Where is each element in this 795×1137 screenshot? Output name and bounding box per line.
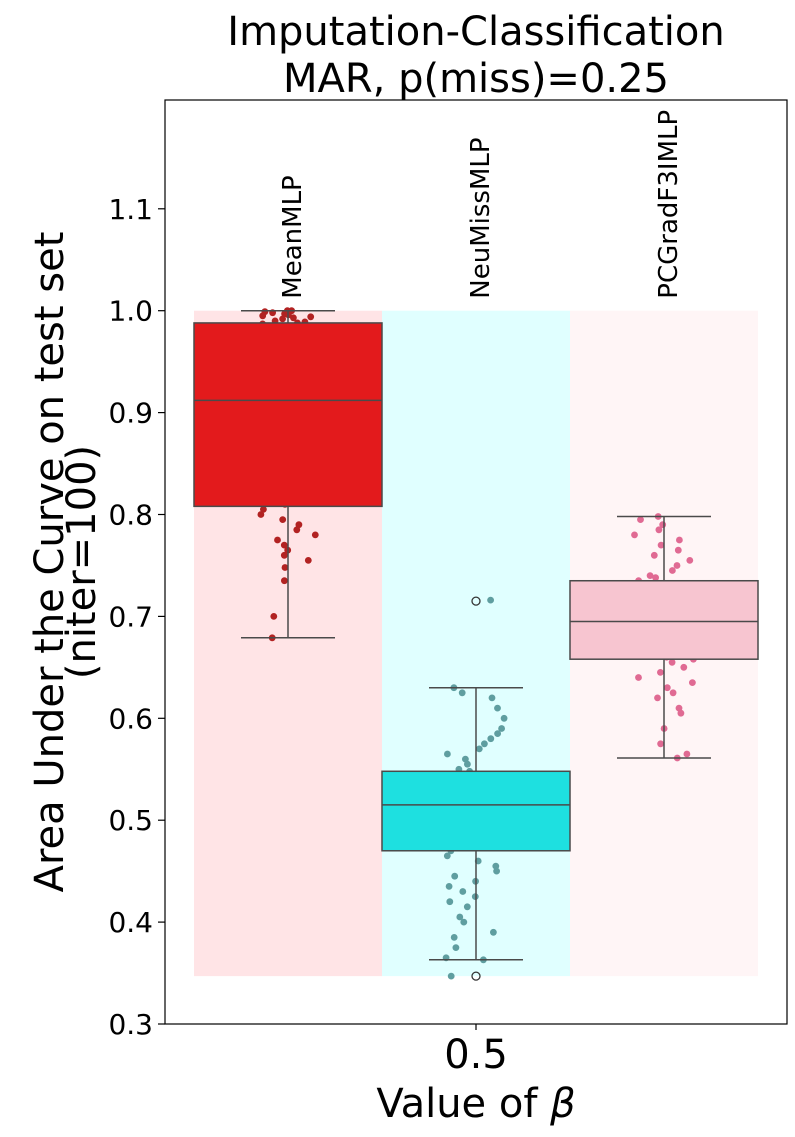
- data-point-pcgradf3imlp: [673, 562, 681, 569]
- data-point-meanmlp: [257, 511, 265, 518]
- boxes: [193, 309, 759, 981]
- data-point-meanmlp: [304, 557, 312, 564]
- data-point-meanmlp: [280, 551, 288, 559]
- series-labels: MeanMLP NeuMissMLP PCGradF3IMLP: [278, 110, 684, 299]
- data-point-meanmlp: [279, 516, 287, 523]
- data-point-meanmlp: [295, 521, 303, 529]
- y-axis: 0.3 0.4 0.5 0.6 0.7 0.8 0.9 1.0 1.1: [108, 193, 165, 1041]
- data-point-neumissmlp: [492, 862, 500, 870]
- data-point-pcgradf3imlp: [686, 557, 694, 564]
- data-point-pcgradf3imlp: [663, 684, 671, 692]
- data-point-neumissmlp: [481, 740, 488, 748]
- x-axis-label-symbol: β: [549, 1081, 576, 1127]
- data-point-pcgradf3imlp: [683, 750, 691, 758]
- data-point-neumissmlp: [444, 750, 451, 758]
- data-point-pcgradf3imlp: [646, 572, 654, 579]
- data-point-meanmlp: [274, 536, 281, 544]
- x-axis-label-prefix: Value of: [376, 1081, 550, 1127]
- data-point-pcgradf3imlp: [657, 541, 665, 549]
- data-point-neumissmlp: [463, 903, 471, 911]
- series-label-neumissmlp: NeuMissMLP: [466, 137, 496, 298]
- data-point-meanmlp: [279, 315, 286, 323]
- data-point-pcgradf3imlp: [652, 574, 659, 582]
- data-point-neumissmlp: [493, 867, 500, 875]
- data-point-pcgradf3imlp: [677, 709, 685, 717]
- data-point-neumissmlp: [494, 704, 501, 712]
- y-tick-label: 0.9: [108, 397, 153, 430]
- data-point-neumissmlp: [462, 755, 469, 763]
- box-pcgradf3imlp: [569, 579, 759, 660]
- data-point-meanmlp: [281, 564, 289, 571]
- y-tick-label: 0.4: [108, 906, 153, 939]
- y-tick-label: 0.6: [108, 702, 153, 735]
- data-point-meanmlp: [307, 313, 315, 321]
- data-point-neumissmlp: [460, 918, 468, 926]
- outlier-neumissmlp: [471, 971, 481, 981]
- data-point-neumissmlp: [488, 694, 496, 702]
- data-point-neumissmlp: [445, 883, 453, 890]
- x-axis-label: Value of β: [376, 1081, 575, 1127]
- data-point-pcgradf3imlp: [668, 658, 676, 666]
- y-tick-label: 1.0: [108, 295, 153, 328]
- data-point-meanmlp: [293, 526, 301, 534]
- outlier-neumissmlp: [471, 596, 481, 606]
- data-point-pcgradf3imlp: [650, 551, 658, 559]
- data-point-meanmlp: [290, 314, 297, 322]
- data-point-neumissmlp: [459, 888, 467, 895]
- y-axis-label-line-2: (niter=100): [59, 445, 105, 679]
- y-tick-label: 0.5: [108, 804, 153, 837]
- data-point-pcgradf3imlp: [689, 679, 696, 686]
- data-point-neumissmlp: [498, 725, 505, 732]
- data-point-neumissmlp: [452, 944, 460, 951]
- data-point-neumissmlp: [447, 972, 455, 980]
- y-axis-label: Area Under the Curve on test set (niter=…: [27, 232, 105, 893]
- data-point-pcgradf3imlp: [657, 669, 664, 676]
- data-point-neumissmlp: [500, 714, 508, 722]
- y-tick-label: 0.3: [108, 1008, 153, 1041]
- data-point-pcgradf3imlp: [676, 536, 683, 544]
- data-point-neumissmlp: [475, 745, 483, 753]
- data-point-pcgradf3imlp: [669, 689, 677, 697]
- data-point-neumissmlp: [487, 735, 495, 743]
- y-tick-label: 0.7: [108, 600, 153, 633]
- box-neumissmlp: [381, 770, 571, 852]
- data-point-neumissmlp: [446, 898, 454, 906]
- y-tick-label: 0.8: [108, 499, 153, 532]
- data-point-meanmlp: [281, 577, 288, 585]
- data-point-pcgradf3imlp: [654, 694, 661, 702]
- y-tick-label: 1.1: [108, 193, 153, 226]
- data-point-neumissmlp: [458, 689, 466, 697]
- data-point-neumissmlp: [487, 596, 494, 604]
- chart-title-line-1: Imputation-Classification: [227, 9, 724, 55]
- data-point-neumissmlp: [443, 852, 451, 860]
- data-point-meanmlp: [259, 312, 267, 320]
- data-point-neumissmlp: [490, 928, 497, 936]
- x-tick-label: 0.5: [444, 1032, 508, 1078]
- data-point-neumissmlp: [494, 730, 501, 737]
- data-point-pcgradf3imlp: [631, 531, 638, 539]
- data-point-pcgradf3imlp: [637, 516, 644, 523]
- chart-title-line-2: MAR, p(miss)=0.25: [283, 56, 669, 102]
- data-point-neumissmlp: [456, 913, 464, 921]
- data-point-pcgradf3imlp: [669, 567, 676, 574]
- box-meanmlp: [193, 322, 383, 508]
- data-point-meanmlp: [311, 531, 319, 539]
- data-point-meanmlp: [260, 506, 267, 513]
- data-point-neumissmlp: [451, 872, 459, 880]
- data-point-meanmlp: [280, 541, 288, 549]
- data-point-pcgradf3imlp: [635, 674, 642, 681]
- data-point-pcgradf3imlp: [657, 740, 664, 748]
- data-point-neumissmlp: [464, 760, 471, 768]
- data-point-pcgradf3imlp: [675, 704, 683, 712]
- series-label-pcgradf3imlp: PCGradF3IMLP: [654, 110, 684, 299]
- data-point-meanmlp: [270, 613, 278, 620]
- data-point-pcgradf3imlp: [674, 546, 682, 554]
- data-point-pcgradf3imlp: [680, 663, 688, 671]
- series-label-meanmlp: MeanMLP: [278, 175, 308, 298]
- y-axis-label-line-1: Area Under the Curve on test set: [27, 232, 73, 893]
- data-point-neumissmlp: [450, 934, 458, 941]
- data-point-pcgradf3imlp: [655, 526, 663, 534]
